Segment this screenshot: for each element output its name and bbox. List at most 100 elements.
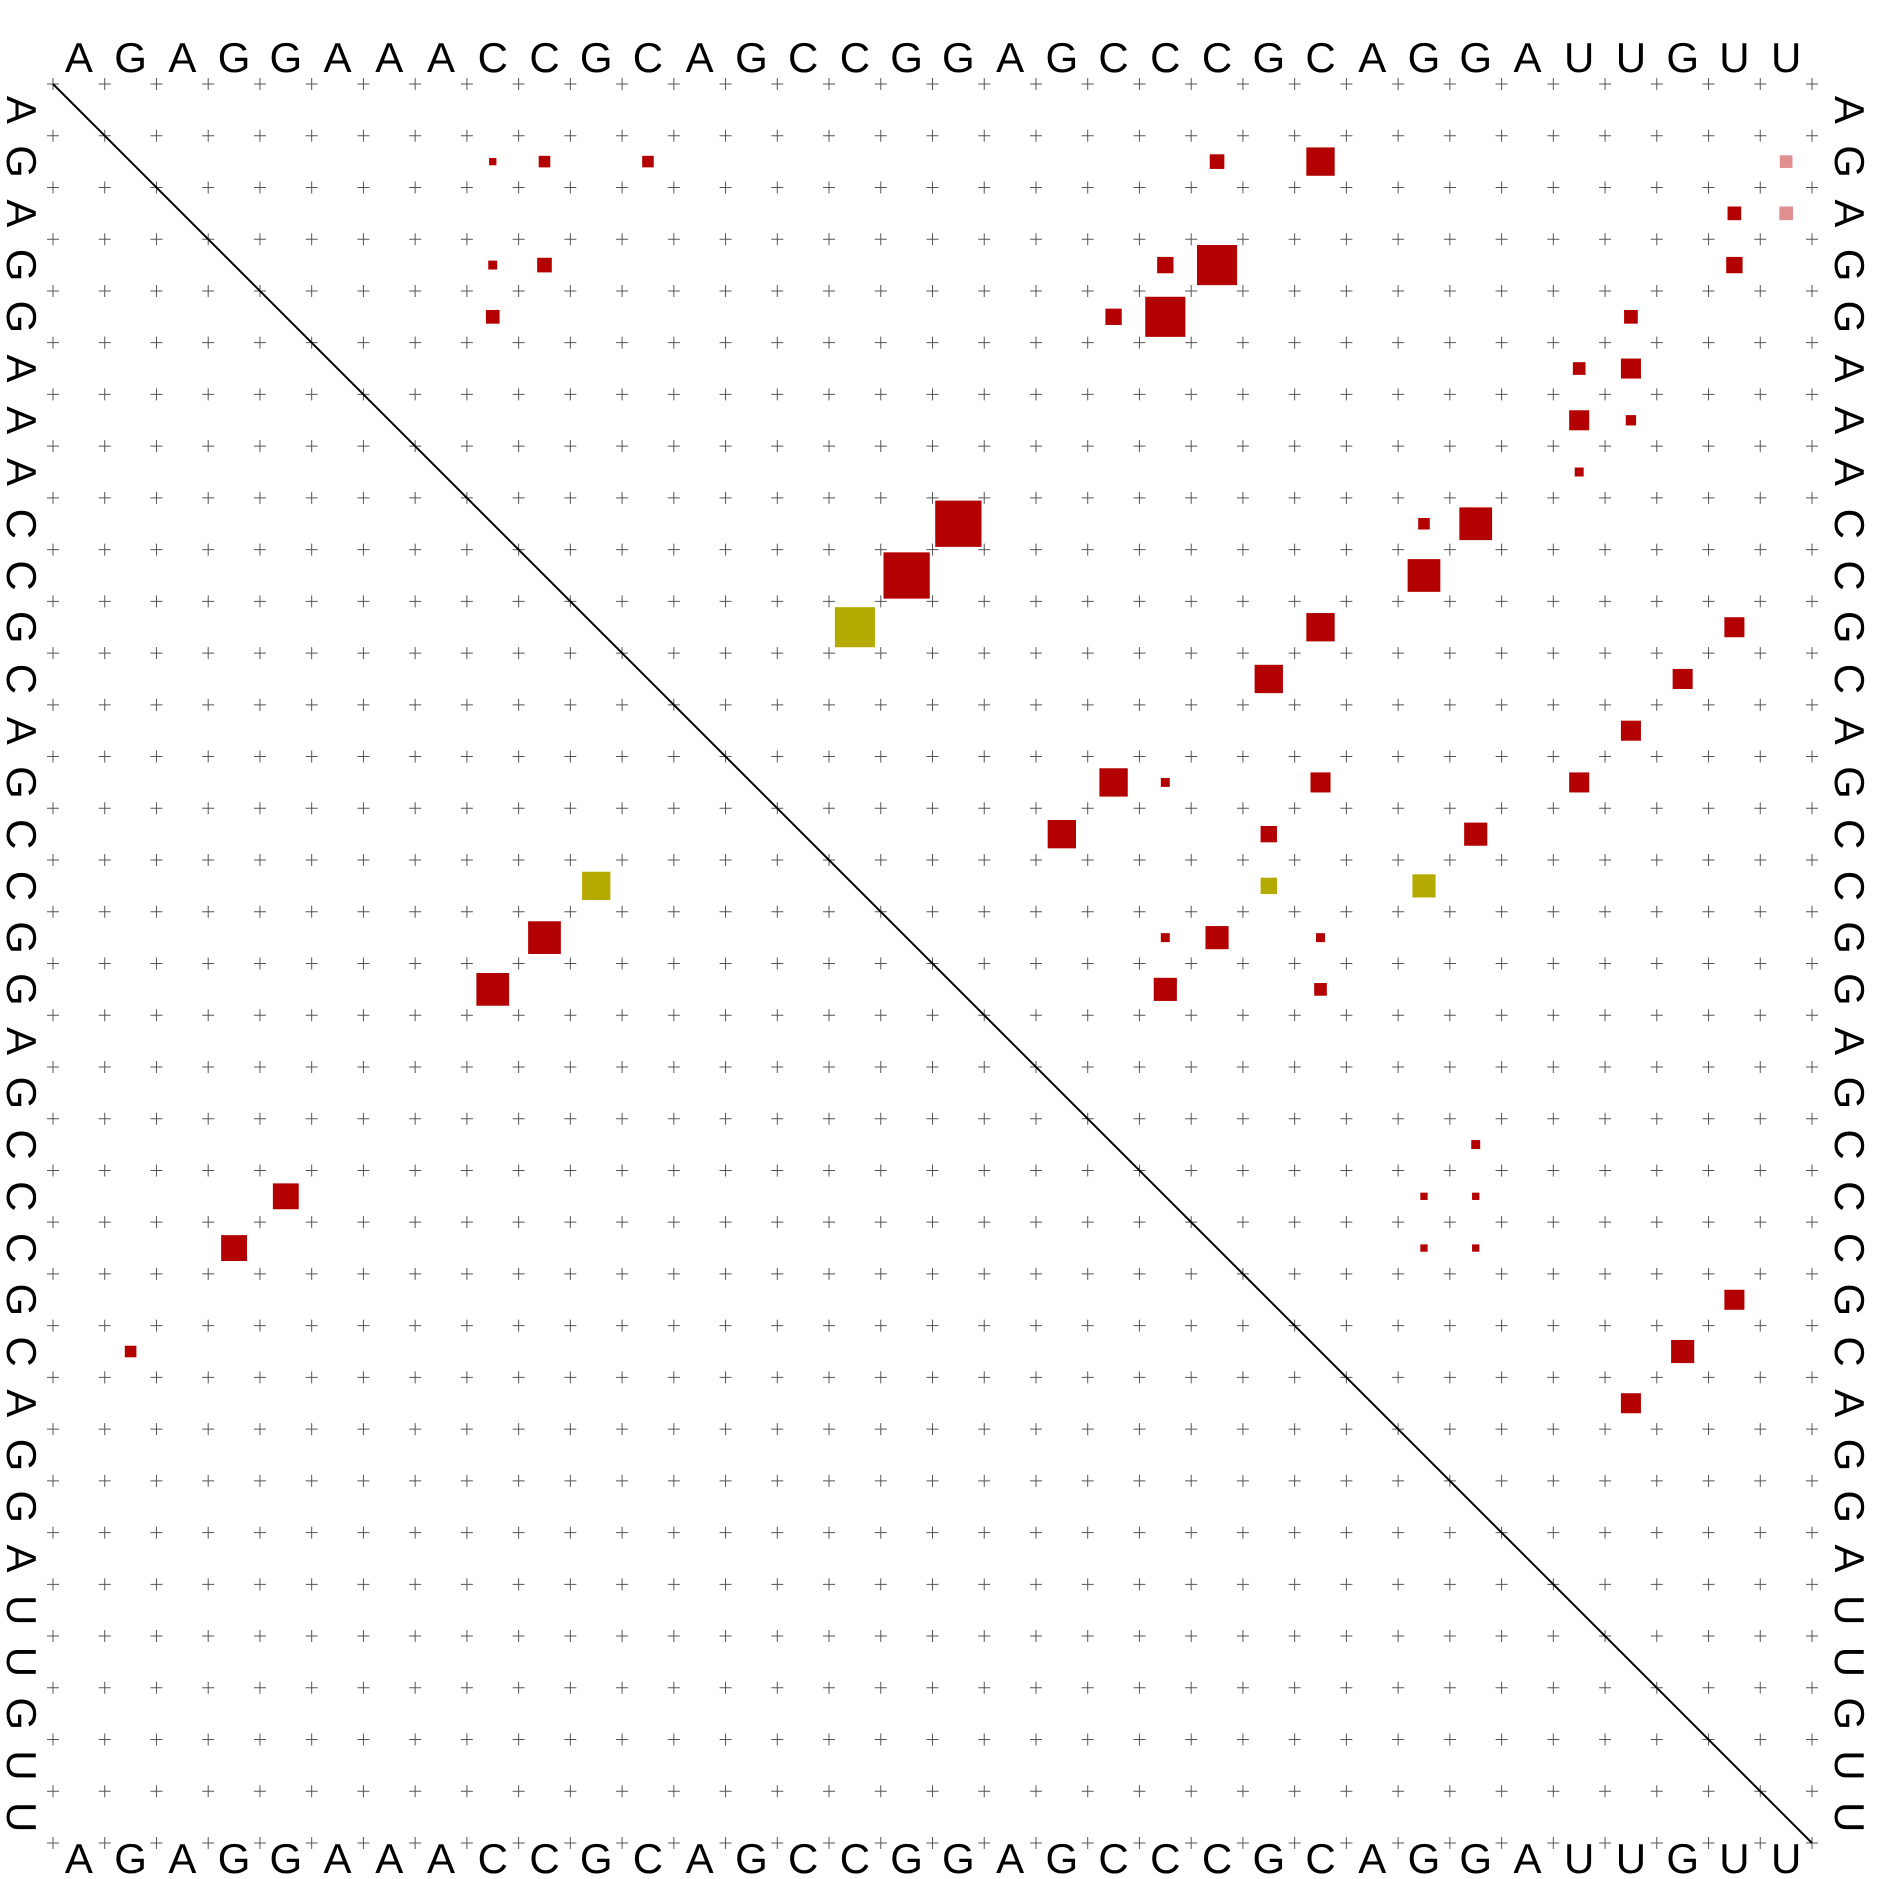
grid-cross	[1133, 284, 1146, 297]
grid-cross	[823, 698, 836, 711]
grid-cross	[1806, 233, 1818, 246]
grid-cross	[1081, 1526, 1094, 1539]
grid-cross	[978, 1112, 991, 1125]
grid-cross	[202, 284, 215, 297]
grid-cross	[47, 1681, 59, 1694]
grid-cross	[616, 1371, 629, 1384]
sequence-letter-right: G	[1826, 1077, 1873, 1110]
grid-cross	[150, 1578, 163, 1591]
grid-cross	[616, 1423, 629, 1436]
grid-cross	[616, 698, 629, 711]
grid-cross	[1547, 1630, 1560, 1643]
grid-cross	[926, 1267, 939, 1280]
grid-cross	[1340, 1319, 1353, 1332]
grid-cross	[1443, 1164, 1456, 1177]
grid-cross	[1650, 1112, 1663, 1125]
grid-cross	[1392, 1785, 1405, 1798]
grid-cross	[1754, 1630, 1767, 1643]
grid-cross	[1392, 1164, 1405, 1177]
grid-cross	[1133, 1681, 1146, 1694]
grid-cross	[874, 1837, 887, 1849]
grid-cross	[202, 854, 215, 867]
grid-cross	[1340, 388, 1353, 401]
grid-cross	[1599, 595, 1612, 608]
sequence-letter-right: C	[1826, 871, 1873, 901]
grid-cross	[1133, 698, 1146, 711]
grid-cross	[1495, 1112, 1508, 1125]
grid-cross	[460, 1009, 473, 1022]
grid-cross	[1443, 1630, 1456, 1643]
grid-cross	[512, 1371, 525, 1384]
grid-cross	[926, 1785, 939, 1798]
grid-cross	[253, 1371, 266, 1384]
grid-cross	[1236, 1060, 1249, 1073]
grid-cross	[150, 647, 163, 660]
sequence-letter-bottom: G	[735, 1835, 768, 1879]
grid-cross	[305, 1578, 318, 1591]
grid-cross	[1754, 698, 1767, 711]
grid-cross	[1806, 750, 1818, 763]
grid-cross	[253, 181, 266, 194]
grid-cross	[1650, 957, 1663, 970]
grid-cross	[874, 1009, 887, 1022]
grid-cross	[1029, 388, 1042, 401]
grid-cross	[1547, 284, 1560, 297]
grid-cross	[771, 1112, 784, 1125]
grid-cross	[1702, 1785, 1715, 1798]
grid-cross	[1133, 181, 1146, 194]
upper-pair-square	[1153, 977, 1177, 1001]
grid-cross	[150, 1630, 163, 1643]
grid-cross	[926, 698, 939, 711]
grid-cross	[771, 1630, 784, 1643]
grid-cross	[47, 750, 59, 763]
grid-cross	[1806, 1060, 1818, 1073]
grid-cross	[1547, 698, 1560, 711]
grid-cross	[823, 1216, 836, 1229]
grid-cross	[512, 1474, 525, 1487]
grid-cross	[1650, 1216, 1663, 1229]
grid-cross	[1650, 1009, 1663, 1022]
grid-cross	[1236, 1526, 1249, 1539]
grid-cross	[1029, 802, 1042, 815]
grid-cross	[47, 1009, 59, 1022]
sequence-letter-top: A	[65, 34, 93, 81]
grid-cross	[564, 750, 577, 763]
grid-cross	[1754, 1733, 1767, 1746]
grid-cross	[616, 802, 629, 815]
grid-cross	[926, 1371, 939, 1384]
grid-cross	[1547, 1371, 1560, 1384]
grid-cross	[874, 1578, 887, 1591]
grid-cross	[1443, 1785, 1456, 1798]
grid-cross	[460, 1164, 473, 1177]
grid-cross	[1133, 1060, 1146, 1073]
grid-cross	[409, 1060, 422, 1073]
grid-cross	[1650, 1837, 1663, 1849]
grid-cross	[1392, 78, 1405, 90]
grid-cross	[305, 1009, 318, 1022]
grid-cross	[616, 1216, 629, 1229]
grid-cross	[874, 1112, 887, 1125]
upper-pair-square	[1260, 877, 1277, 895]
grid-cross	[202, 1009, 215, 1022]
grid-cross	[1236, 750, 1249, 763]
grid-cross	[202, 440, 215, 453]
grid-cross	[253, 1681, 266, 1694]
grid-cross	[409, 129, 422, 142]
grid-cross	[1650, 388, 1663, 401]
grid-cross	[305, 1060, 318, 1073]
grid-cross	[667, 802, 680, 815]
grid-cross	[1599, 647, 1612, 660]
grid-cross	[1288, 957, 1301, 970]
grid-cross	[771, 1164, 784, 1177]
grid-cross	[1288, 854, 1301, 867]
grid-cross	[1340, 78, 1353, 90]
grid-cross	[771, 698, 784, 711]
grid-cross	[1495, 1371, 1508, 1384]
grid-cross	[1133, 1526, 1146, 1539]
grid-cross	[1547, 1112, 1560, 1125]
grid-cross	[1288, 1009, 1301, 1022]
grid-cross	[1185, 698, 1198, 711]
grid-cross	[823, 1423, 836, 1436]
sequence-letter-top: A	[427, 34, 455, 81]
upper-pair-square	[1472, 1192, 1480, 1200]
